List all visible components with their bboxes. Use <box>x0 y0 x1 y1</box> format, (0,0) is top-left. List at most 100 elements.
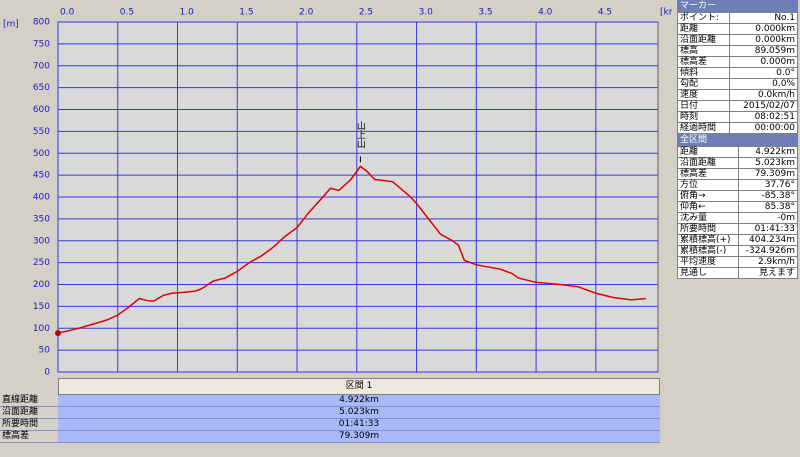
row: 時刻 08:02:51 <box>676 111 798 123</box>
row: 平均速度 2.9km/h <box>677 256 799 268</box>
row: 経過時間 00:00:00 <box>676 122 798 134</box>
elevation-line <box>57 165 647 334</box>
row: 標高差 79.309m <box>677 168 799 180</box>
label: 所要時間 <box>0 418 58 431</box>
value: 0.0km/h <box>729 89 798 101</box>
label: 速度 <box>676 89 731 101</box>
row: 見通し 見えます <box>677 267 799 279</box>
x-tick-label: 3.0 <box>419 8 434 18</box>
value: 0.000km <box>729 23 798 35</box>
label: 標高 <box>676 45 731 57</box>
y-tick-label: 150 <box>33 302 50 312</box>
label: 累積標高(+) <box>677 234 739 246</box>
x-tick-label: 0.5 <box>120 8 134 18</box>
label: 沿面距離 <box>677 157 739 169</box>
label: 経過時間 <box>676 122 731 134</box>
y-tick-label: 800 <box>33 18 50 28</box>
label: 見通し <box>677 267 739 279</box>
value: 79.309m <box>58 430 660 443</box>
row: 俯角→ -85.38° <box>677 190 799 202</box>
row: 沿面距離 5.023km <box>0 406 660 419</box>
y-unit: [m] <box>3 20 19 30</box>
label: 仰角← <box>677 201 739 213</box>
value: 0.0% <box>729 78 798 90</box>
value: 0.000m <box>729 56 798 68</box>
label: 平均速度 <box>677 256 739 268</box>
profile-chart: [m] [km] 0 50 100 150 200 250 300 350 400 450 500 5… <box>3 8 672 378</box>
row: 距離 4.922km <box>677 146 799 158</box>
label: 沈み量 <box>677 212 739 224</box>
value: -324.926m <box>737 245 799 257</box>
row: 直線距離 4.922km <box>0 395 660 407</box>
y-tick-label: 0 <box>44 368 50 378</box>
y-tick-label: 650 <box>33 83 50 93</box>
label: 方位 <box>677 179 739 191</box>
row: 方位 37.76° <box>677 179 799 191</box>
label: 俯角→ <box>677 190 739 202</box>
value: 5.023km <box>58 406 660 419</box>
marker-panel: マーカー ポイント: No.1 距離 0.000km 沿面距離 0.000km 標高 89.0… <box>676 0 798 134</box>
section-table: 区間 1 直線距離 4.922km 沿面距離 5.023km 所要時間 01:41:33 標… <box>0 378 660 443</box>
value: 08:02:51 <box>729 111 798 123</box>
value: 00:00:00 <box>729 122 798 134</box>
label: 傾斜 <box>676 67 731 79</box>
label: 標高差 <box>0 430 58 443</box>
value: -85.38° <box>737 190 799 202</box>
value: 37.76° <box>737 179 799 191</box>
y-tick-label: 550 <box>33 127 50 137</box>
marker-table: ポイント: No.1 距離 0.000km 沿面距離 0.000km 標高 89.059m 標高… <box>676 12 798 134</box>
value: 2.9km/h <box>737 256 799 268</box>
y-tick-label: 400 <box>33 193 50 203</box>
x-tick-label: 4.0 <box>538 8 553 18</box>
total-panel: 全区間 距離 4.922km 沿面距離 5.023km 標高差 79.309m 方位 37.7… <box>677 134 799 279</box>
label: 所要時間 <box>677 223 739 235</box>
total-table: 距離 4.922km 沿面距離 5.023km 標高差 79.309m 方位 37.76° 俯角… <box>677 146 799 279</box>
value: 0.000km <box>729 34 798 46</box>
row: 所要時間 01:41:33 <box>0 418 660 431</box>
label: 日付 <box>676 100 731 112</box>
value: 404.234m <box>737 234 799 246</box>
value: -0m <box>737 212 799 224</box>
section-header: 区間 1 <box>58 378 660 395</box>
value: 89.059m <box>729 45 798 57</box>
row: 距離 0.000km <box>676 23 798 35</box>
y-tick-label: 600 <box>33 105 50 115</box>
y-tick-label: 750 <box>33 39 50 49</box>
y-tick-label: 250 <box>33 258 50 268</box>
label: 距離 <box>677 146 739 158</box>
row: 沿面距離 5.023km <box>677 157 799 169</box>
value: 見えます <box>737 267 799 279</box>
label: 時刻 <box>676 111 731 123</box>
row: 累積標高(-) -324.926m <box>677 245 799 257</box>
label: 累積標高(-) <box>677 245 739 257</box>
row: 傾斜 0.0° <box>676 67 798 79</box>
row: 勾配 0.0% <box>676 78 798 90</box>
row: 標高差 0.000m <box>676 56 798 68</box>
row: 日付 2015/02/07 <box>676 100 798 112</box>
start-marker <box>55 330 61 337</box>
row: 標高 89.059m <box>676 45 798 57</box>
label: 沿面距離 <box>676 34 731 46</box>
value: 4.922km <box>58 395 660 407</box>
row: 沿面距離 0.000km <box>676 34 798 46</box>
value: 4.922km <box>737 146 799 158</box>
value: No.1 <box>729 12 798 24</box>
row: 標高差 79.309m <box>0 430 660 443</box>
y-tick-label: 350 <box>33 214 50 224</box>
value: 0.0° <box>729 67 798 79</box>
value: 01:41:33 <box>58 418 660 431</box>
x-tick-label: 2.0 <box>299 8 314 18</box>
label: 標高差 <box>676 56 731 68</box>
value: 5.023km <box>737 157 799 169</box>
panel-title: 全区間 <box>677 134 798 146</box>
value: 01:41:33 <box>737 223 799 235</box>
row: 所要時間 01:41:33 <box>677 223 799 235</box>
annotation: 山上山 <box>355 121 366 148</box>
row: 沈み量 -0m <box>677 212 799 224</box>
x-tick-label: 1.5 <box>239 8 253 18</box>
label: 沿面距離 <box>0 406 58 419</box>
y-tick-label: 100 <box>33 324 50 334</box>
row: ポイント: No.1 <box>676 12 798 24</box>
row: 累積標高(+) 404.234m <box>677 234 799 246</box>
